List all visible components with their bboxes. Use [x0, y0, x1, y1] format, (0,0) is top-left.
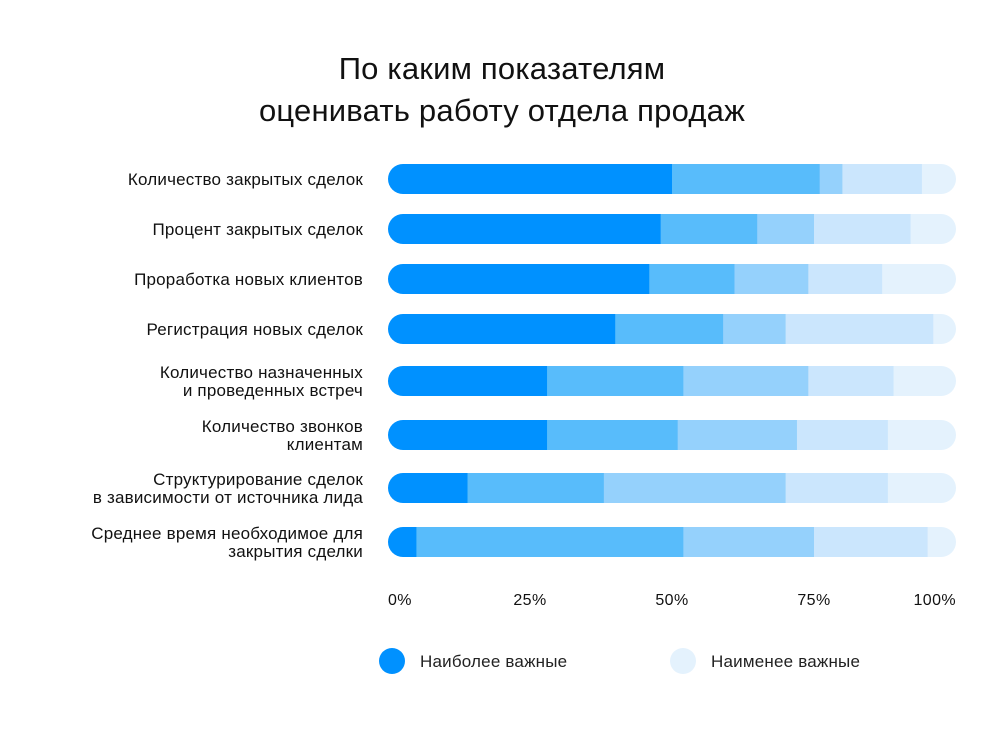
bar-row-7 — [388, 473, 956, 503]
legend-label-2: Наименее важные — [711, 652, 860, 671]
bar-segment-3-rank-4 — [808, 264, 883, 294]
bar-segment-7-rank-5 — [887, 473, 956, 503]
legend-swatch-2 — [670, 648, 696, 674]
bar-row-8 — [388, 527, 956, 557]
bar-segment-4-rank-2 — [615, 314, 724, 344]
bar-segment-6-rank-2 — [547, 420, 679, 450]
category-label-2: Процент закрытых сделок — [152, 220, 363, 239]
bar-segment-4-rank-4 — [785, 314, 934, 344]
bar-segment-6-rank-1 — [388, 420, 548, 450]
bar-segment-2-rank-5 — [910, 214, 956, 244]
bar-segment-4-rank-5 — [933, 314, 956, 344]
bar-segment-2-rank-4 — [814, 214, 912, 244]
category-label-5-line-2: и проведенных встреч — [183, 381, 363, 400]
bar-segment-7-rank-2 — [467, 473, 605, 503]
category-label-3: Проработка новых клиентов — [134, 270, 363, 289]
bar-segment-3-rank-3 — [734, 264, 809, 294]
category-label-6-line-2: клиентам — [287, 435, 363, 454]
x-tick-label-25: 25% — [513, 592, 546, 609]
bar-segment-5-rank-5 — [893, 366, 956, 396]
bar-segment-7-rank-3 — [603, 473, 787, 503]
bar-segment-6-rank-5 — [887, 420, 956, 450]
bar-row-5 — [388, 366, 956, 396]
bar-row-6 — [388, 420, 956, 450]
x-tick-label-75: 75% — [797, 592, 830, 609]
bar-segment-5-rank-3 — [683, 366, 809, 396]
bar-segment-2-rank-3 — [757, 214, 815, 244]
bar-segment-3-rank-5 — [882, 264, 956, 294]
bar-segment-8-rank-5 — [927, 527, 956, 557]
bar-segment-5-rank-1 — [388, 366, 548, 396]
category-label-7-line-1: Структурирование сделок — [153, 470, 363, 489]
bar-segment-1-rank-2 — [672, 164, 821, 194]
chart-title-line-1: По каким показателям — [339, 51, 666, 86]
category-label-4: Регистрация новых сделок — [146, 320, 363, 339]
bar-row-2 — [388, 214, 956, 244]
bar-segment-5-rank-4 — [808, 366, 895, 396]
bar-segment-6-rank-4 — [796, 420, 889, 450]
bar-segment-4-rank-3 — [723, 314, 787, 344]
category-label-6-line-1: Количество звонков — [202, 417, 363, 436]
bar-segment-8-rank-1 — [388, 527, 417, 557]
bar-segment-3-rank-2 — [649, 264, 736, 294]
chart-title-line-2: оценивать работу отдела продаж — [259, 93, 745, 128]
x-tick-label-50: 50% — [655, 592, 688, 609]
bar-segment-8-rank-4 — [814, 527, 929, 557]
category-label-8-line-2: закрытия сделки — [228, 542, 363, 561]
category-label-8-line-1: Среднее время необходимое для — [91, 524, 363, 543]
bar-segment-1-rank-1 — [388, 164, 673, 194]
bar-row-4 — [388, 314, 956, 344]
bar-row-1 — [388, 164, 956, 194]
category-label-7-line-2: в зависимости от источника лида — [93, 488, 364, 507]
bar-row-3 — [388, 264, 956, 294]
bar-segment-5-rank-2 — [547, 366, 684, 396]
bar-segment-6-rank-3 — [677, 420, 798, 450]
legend-swatch-1 — [379, 648, 405, 674]
bar-segment-1-rank-3 — [819, 164, 843, 194]
x-tick-label-0: 0% — [388, 592, 412, 609]
bar-segment-1-rank-4 — [842, 164, 923, 194]
bars-group — [388, 164, 956, 557]
bar-segment-7-rank-1 — [388, 473, 469, 503]
bar-segment-3-rank-1 — [388, 264, 650, 294]
bar-segment-2-rank-2 — [660, 214, 758, 244]
x-tick-label-100: 100% — [913, 592, 956, 609]
category-label-1: Количество закрытых сделок — [128, 170, 363, 189]
legend-label-1: Наиболее важные — [420, 652, 567, 671]
bar-segment-2-rank-1 — [388, 214, 662, 244]
bar-segment-8-rank-3 — [683, 527, 815, 557]
category-label-5-line-1: Количество назначенных — [160, 363, 363, 382]
bar-segment-7-rank-4 — [785, 473, 889, 503]
bar-segment-8-rank-2 — [416, 527, 684, 557]
bar-segment-1-rank-5 — [921, 164, 956, 194]
bar-segment-4-rank-1 — [388, 314, 616, 344]
